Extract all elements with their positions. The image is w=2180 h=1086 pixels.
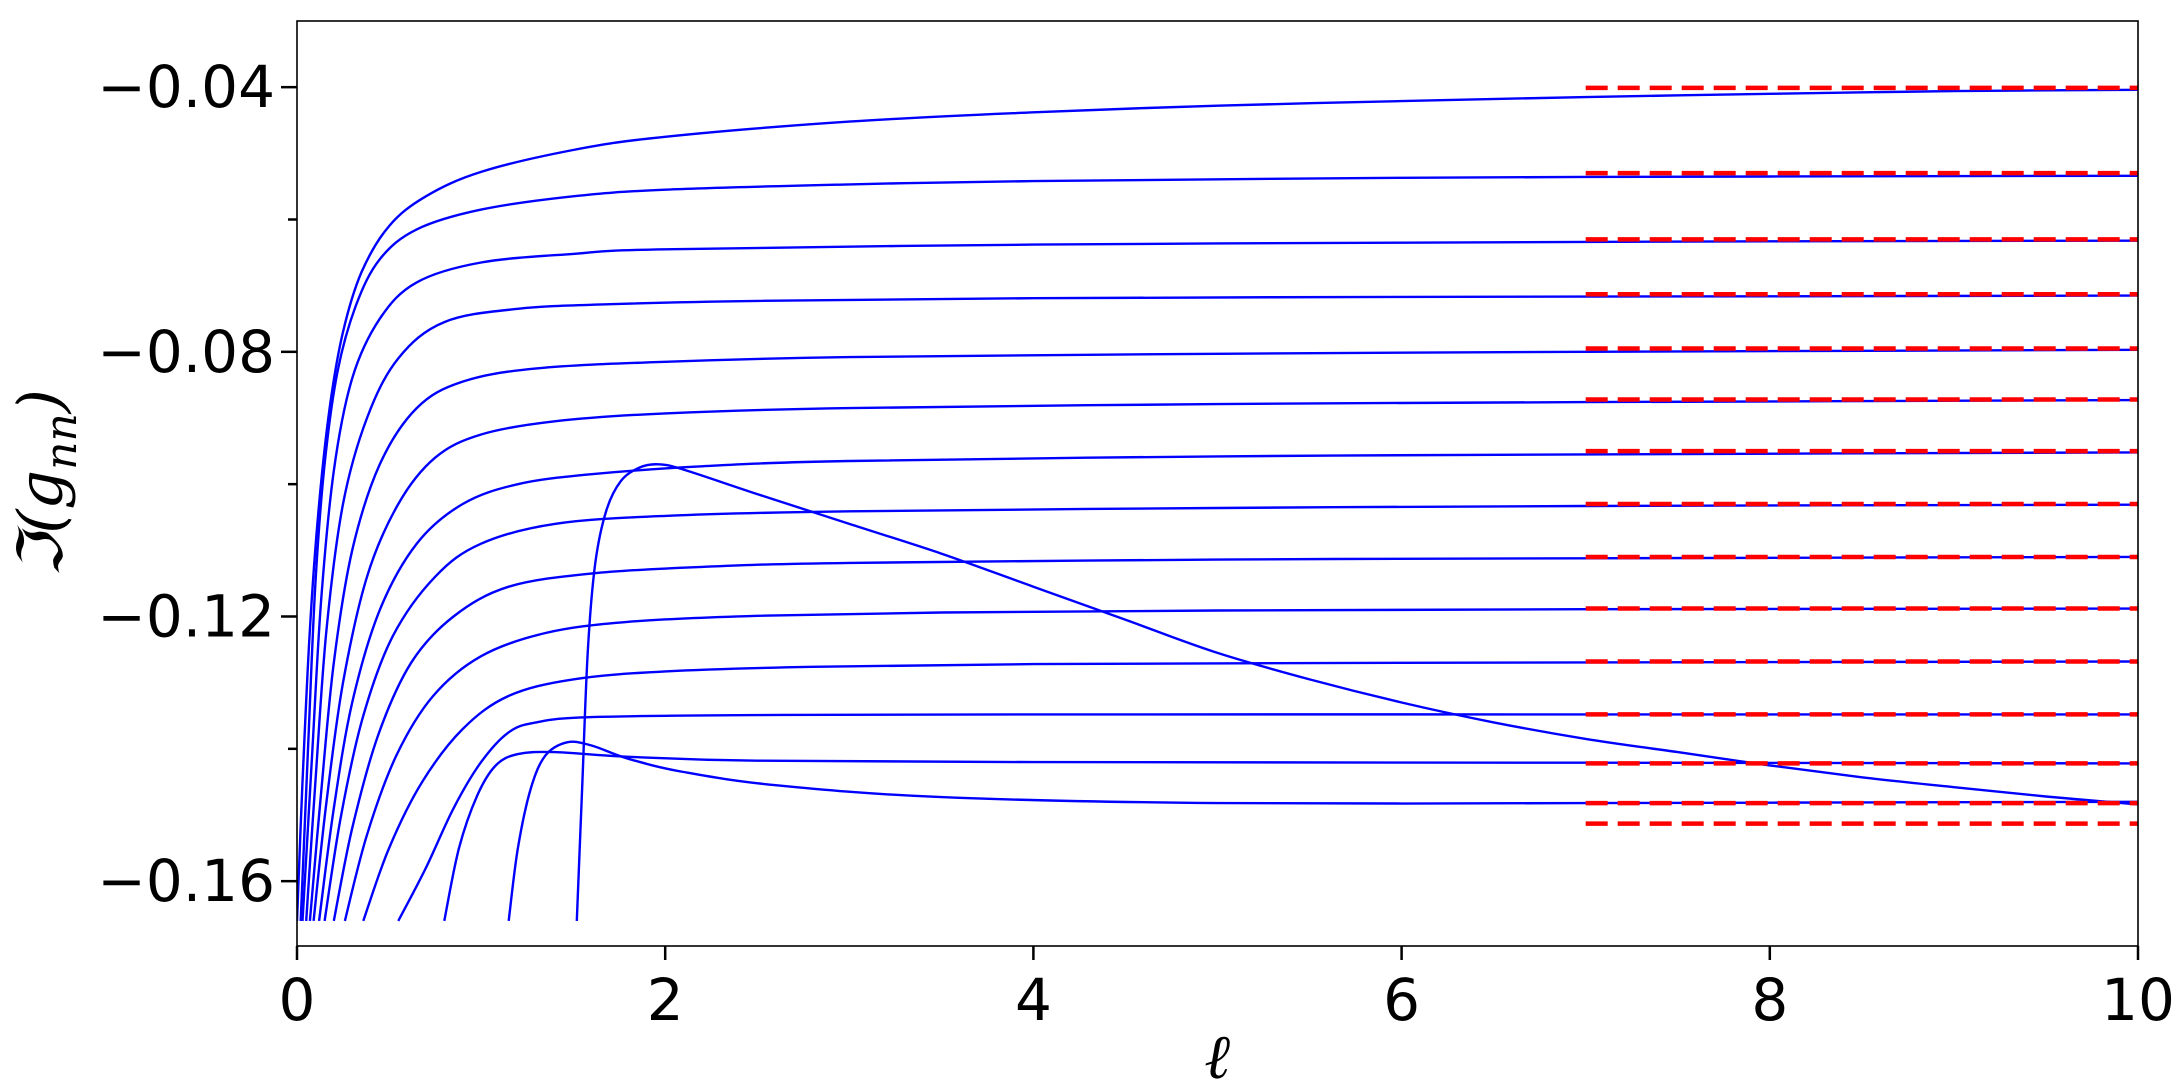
x-tick-label: 2 bbox=[647, 966, 684, 1034]
y-tick-label: −0.12 bbox=[97, 582, 275, 650]
series-line-4 bbox=[305, 294, 2138, 921]
series-line-13 bbox=[443, 750, 2138, 922]
series-line-10 bbox=[343, 607, 2138, 922]
y-axis-label-main: ℑ(g bbox=[4, 470, 77, 577]
y-tick-label: −0.04 bbox=[97, 53, 275, 121]
y-axis-label-subscript: nn bbox=[36, 413, 87, 470]
y-axis: −0.04 −0.08 −0.12 −0.16 bbox=[97, 53, 297, 915]
y-axis-label-close: ) bbox=[4, 389, 77, 415]
series-line-8 bbox=[323, 503, 2138, 922]
series-line-1 bbox=[297, 88, 2138, 921]
y-tick-label: −0.08 bbox=[97, 318, 275, 386]
series-line-6 bbox=[312, 398, 2138, 922]
x-tick-label: 0 bbox=[279, 966, 316, 1034]
series-line-11 bbox=[362, 660, 2138, 922]
x-tick-label: 6 bbox=[1383, 966, 1420, 1034]
series-line-2 bbox=[299, 174, 2138, 921]
plot-frame bbox=[296, 20, 2139, 947]
series-line-3 bbox=[301, 239, 2138, 921]
series-line-15 bbox=[575, 463, 2138, 921]
y-tick-label: −0.16 bbox=[97, 847, 275, 915]
x-axis: 0 2 4 6 8 10 bbox=[279, 946, 2175, 1034]
x-tick-label: 8 bbox=[1751, 966, 1788, 1034]
series-line-12 bbox=[397, 713, 2138, 922]
x-tick-label: 10 bbox=[2101, 966, 2175, 1034]
series-line-14 bbox=[507, 740, 2138, 922]
series-line-9 bbox=[332, 555, 2138, 922]
series-line-5 bbox=[308, 348, 2138, 922]
series-line-7 bbox=[317, 451, 2138, 922]
x-axis-label: ℓ bbox=[1204, 1020, 1230, 1086]
y-axis-label: ℑ(gnn) bbox=[4, 389, 87, 577]
x-tick-label: 4 bbox=[1015, 966, 1052, 1034]
asymptote-layer bbox=[1585, 85, 2138, 826]
